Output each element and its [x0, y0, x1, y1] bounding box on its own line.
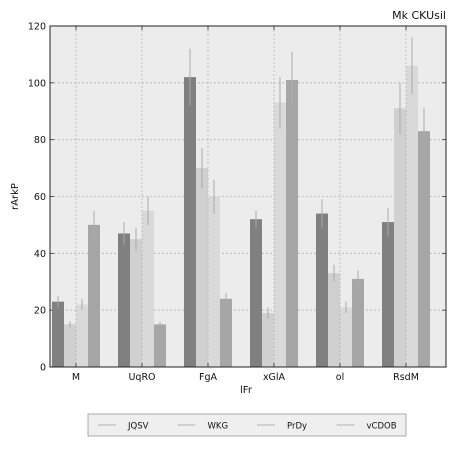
bar-PrDy-M — [76, 304, 88, 367]
y-tick-label: 0 — [40, 363, 46, 374]
x-tick-label: UqRO — [128, 372, 155, 383]
bar-WKG-ol — [328, 273, 340, 367]
legend-label-vCDOB: vCDOB — [367, 422, 397, 432]
legend-label-WKG: WKG — [208, 422, 229, 432]
bar-vCDOB-FgA — [220, 298, 232, 367]
bar-PrDy-RsdM — [406, 65, 418, 368]
bar-WKG-RsdM — [394, 108, 406, 368]
x-tick-label: xGlA — [263, 372, 286, 383]
bar-JQSV-FgA — [184, 77, 196, 368]
bar-WKG-UqRO — [130, 239, 142, 367]
bar-PrDy-xGlA — [274, 102, 286, 367]
x-tick-label: M — [72, 372, 80, 383]
bar-PrDy-UqRO — [142, 210, 154, 367]
bar-WKG-M — [64, 324, 76, 367]
y-tick-label: 80 — [34, 135, 46, 146]
bar-JQSV-ol — [316, 213, 328, 367]
y-tick-label: 40 — [34, 249, 46, 260]
legend-box — [87, 413, 407, 437]
y-tick-label: 60 — [34, 192, 46, 203]
x-tick-label: FgA — [199, 372, 217, 383]
chart-title: Mk CKUsil — [392, 9, 446, 22]
bar-JQSV-UqRO — [118, 233, 130, 367]
x-tick-label: ol — [336, 372, 344, 383]
bar-JQSV-RsdM — [382, 222, 394, 367]
y-tick-label: 20 — [34, 306, 46, 317]
legend-label-JQSV: JQSV — [127, 422, 149, 432]
bar-PrDy-ol — [340, 307, 352, 367]
bar-JQSV-M — [52, 301, 64, 367]
bar-vCDOB-xGlA — [286, 79, 298, 367]
bar-vCDOB-UqRO — [154, 324, 166, 367]
legend-label-PrDy: PrDy — [287, 422, 307, 432]
bar-vCDOB-RsdM — [418, 131, 430, 367]
x-tick-label: RsdM — [393, 372, 419, 383]
x-axis-label: lFr — [240, 385, 253, 396]
y-tick-label: 100 — [28, 78, 46, 89]
plot-frame — [49, 25, 447, 368]
bar-vCDOB-ol — [352, 278, 364, 367]
y-tick-label: 120 — [28, 22, 46, 33]
bar-WKG-FgA — [196, 168, 208, 367]
y-axis-label: rArkP — [10, 183, 21, 210]
bar-JQSV-xGlA — [250, 219, 262, 367]
bar-vCDOB-M — [88, 224, 100, 367]
bar-PrDy-FgA — [208, 196, 220, 367]
bar-WKG-xGlA — [262, 313, 274, 367]
